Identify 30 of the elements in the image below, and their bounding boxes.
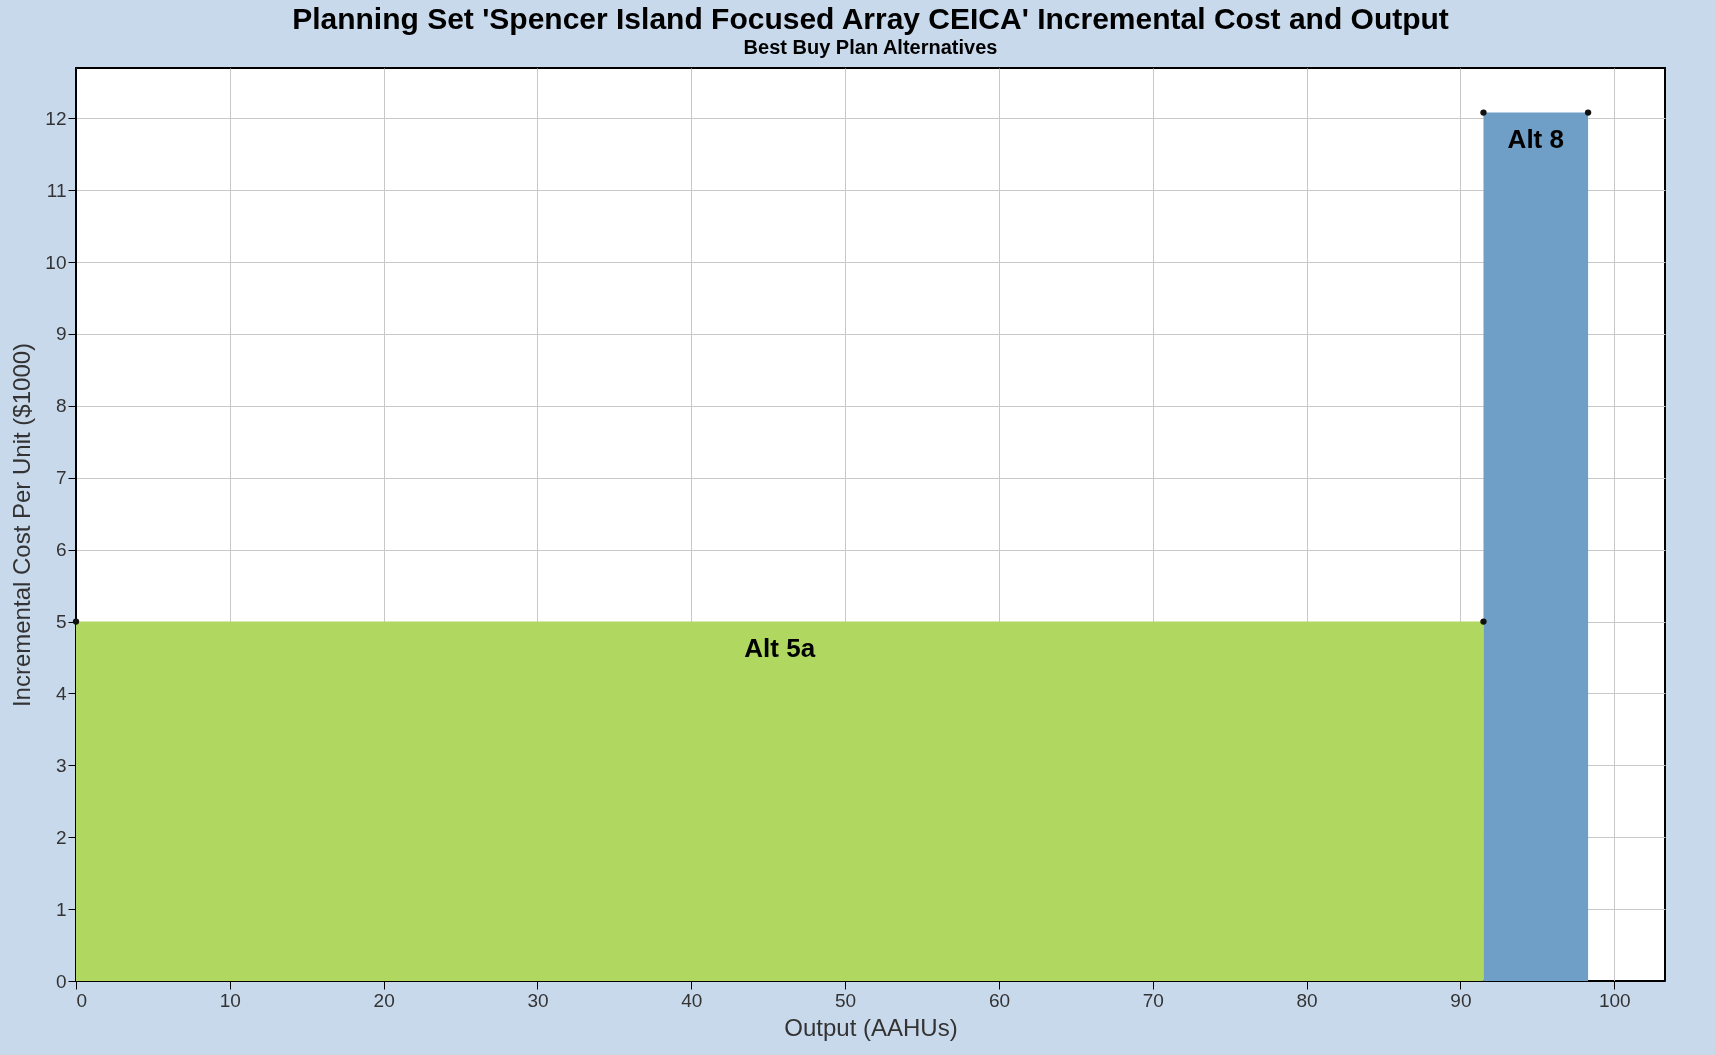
y-tick-label: 6	[55, 539, 67, 561]
x-tick-label: 70	[1142, 989, 1164, 1011]
y-tick-label: 10	[45, 251, 67, 273]
y-tick-label: 0	[55, 970, 67, 992]
x-tick-label: 90	[1450, 989, 1472, 1011]
series-label: Alt 5a	[744, 632, 816, 663]
y-tick-label: 2	[55, 826, 67, 848]
y-tick-label: 3	[55, 754, 67, 776]
x-tick-label: 20	[373, 989, 395, 1011]
series-label: Alt 8	[1507, 123, 1564, 154]
x-tick-label: 60	[988, 989, 1011, 1011]
x-tick-label: 30	[527, 989, 549, 1011]
y-tick-label: 1	[55, 898, 67, 920]
x-tick-label: 40	[681, 989, 703, 1011]
x-tick-label: 10	[219, 989, 241, 1011]
y-tick-label: 4	[55, 682, 67, 704]
chart-subtitle: Best Buy Plan Alternatives	[743, 36, 998, 58]
chart-title: Planning Set 'Spencer Island Focused Array CEICA' Incremental Cost and Output	[292, 2, 1449, 35]
y-axis-title: Incremental Cost Per Unit ($1000)	[8, 342, 36, 708]
y-tick-label: 11	[46, 179, 67, 201]
x-tick-label: 0	[76, 989, 88, 1011]
y-tick-label: 7	[55, 467, 67, 489]
x-tick-label: 80	[1296, 989, 1318, 1011]
y-tick-label: 5	[55, 611, 67, 633]
y-tick-label: 8	[55, 395, 67, 417]
x-tick-label: 50	[835, 989, 857, 1011]
x-axis-title: Output (AAHUs)	[784, 1013, 958, 1041]
y-tick-label: 9	[55, 323, 67, 345]
y-tick-label: 12	[45, 107, 67, 129]
x-tick-label: 100	[1598, 989, 1631, 1011]
